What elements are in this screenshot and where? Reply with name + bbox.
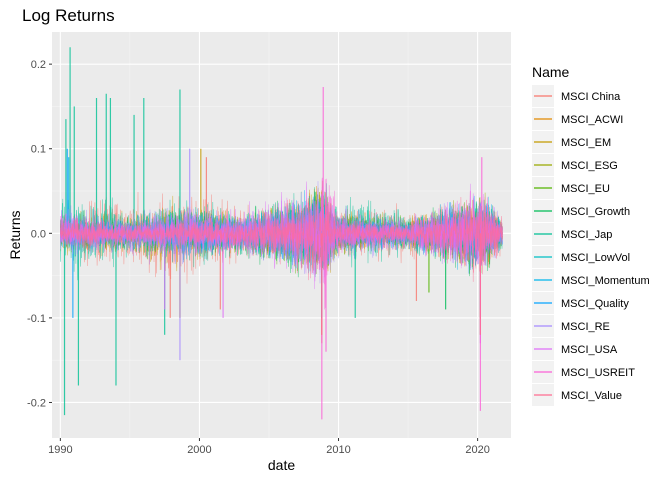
x-tick-label: 1990 xyxy=(48,444,72,456)
legend-label: MSCI_Momentum xyxy=(561,275,650,287)
legend-label: MSCI_ESG xyxy=(561,160,618,172)
chart-title: Log Returns xyxy=(22,6,115,25)
x-tick-label: 2010 xyxy=(326,444,350,456)
legend-label: MSCI_USREIT xyxy=(561,367,635,379)
series-layer xyxy=(60,47,503,420)
y-tick-label: -0.2 xyxy=(27,397,46,409)
series-line xyxy=(60,196,503,282)
legend-label: MSCI_USA xyxy=(561,344,618,356)
legend-label: MSCI_EM xyxy=(561,137,611,149)
y-axis-label: Returns xyxy=(7,210,23,259)
legend-label: MSCI China xyxy=(561,91,621,103)
legend-label: MSCI_Quality xyxy=(561,298,629,310)
legend-label: MSCI_EU xyxy=(561,183,610,195)
legend-label: MSCI_Growth xyxy=(561,206,630,218)
x-tick-label: 2020 xyxy=(465,444,489,456)
legend: Name MSCI China MSCI_ACWI MSCI_EM MSCI_ESG M… xyxy=(532,64,650,406)
legend-label: MSCI_LowVol xyxy=(561,252,630,264)
y-tick-label: 0.0 xyxy=(31,228,46,240)
axes: -0.2 -0.1 0.0 0.1 0.2 1990 2000 2010 2020 xyxy=(27,59,490,456)
legend-title: Name xyxy=(532,64,570,80)
legend-label: MSCI_ACWI xyxy=(561,114,623,126)
legend-label: MSCI_Jap xyxy=(561,229,612,241)
y-tick-label: 0.1 xyxy=(31,144,46,156)
x-axis-label: date xyxy=(268,457,295,473)
y-tick-label: 0.2 xyxy=(31,59,46,71)
legend-label: MSCI_RE xyxy=(561,321,610,333)
y-tick-label: -0.1 xyxy=(27,313,46,325)
legend-label: MSCI_Value xyxy=(561,390,622,402)
x-tick-label: 2000 xyxy=(187,444,211,456)
